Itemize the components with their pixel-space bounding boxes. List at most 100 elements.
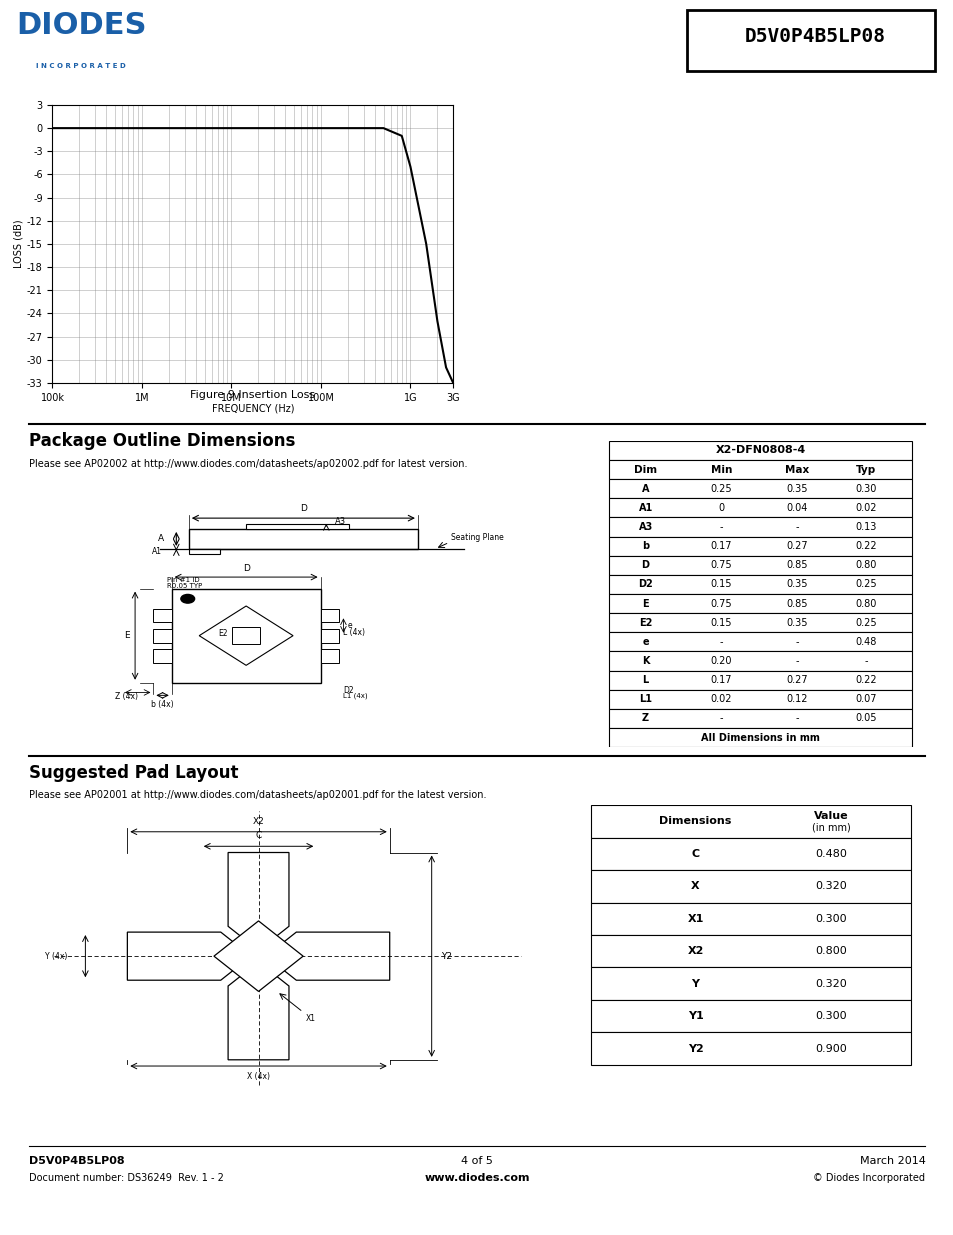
- Text: b: b: [641, 541, 648, 551]
- Text: X: X: [691, 882, 700, 892]
- Text: X1: X1: [687, 914, 703, 924]
- Text: L1 (4x): L1 (4x): [343, 693, 368, 699]
- Text: 4 of 5: 4 of 5: [460, 1156, 493, 1166]
- Bar: [609, 671, 911, 689]
- X-axis label: FREQUENCY (Hz): FREQUENCY (Hz): [212, 404, 294, 414]
- Text: -: -: [719, 637, 722, 647]
- Text: A1: A1: [152, 547, 162, 556]
- Text: 0.35: 0.35: [785, 618, 807, 627]
- Text: Seating Plane: Seating Plane: [451, 532, 503, 542]
- Text: E: E: [124, 631, 130, 640]
- Bar: [609, 479, 911, 498]
- Text: (in mm): (in mm): [811, 823, 850, 832]
- Text: 0.05: 0.05: [855, 714, 876, 724]
- Text: X2-DFN0808-4: X2-DFN0808-4: [715, 446, 805, 456]
- FancyBboxPatch shape: [686, 10, 934, 70]
- Text: © Diodes Incorporated: © Diodes Incorporated: [813, 1173, 924, 1183]
- Text: 0.320: 0.320: [815, 882, 846, 892]
- Text: 0.22: 0.22: [855, 541, 876, 551]
- Text: D5V0P4B5LP08: D5V0P4B5LP08: [29, 1156, 124, 1166]
- Bar: [609, 459, 911, 479]
- Bar: [609, 652, 911, 671]
- Text: -: -: [719, 522, 722, 532]
- Text: D2: D2: [343, 685, 354, 694]
- Text: -: -: [795, 522, 798, 532]
- Text: K: K: [641, 656, 649, 666]
- Text: X (4x): X (4x): [247, 1072, 270, 1082]
- Text: K: K: [252, 629, 257, 637]
- Text: Z: Z: [641, 714, 648, 724]
- Text: E2: E2: [639, 618, 652, 627]
- Bar: [609, 613, 911, 632]
- Text: 0.25: 0.25: [855, 579, 876, 589]
- Bar: [609, 536, 911, 556]
- Bar: [609, 689, 911, 709]
- Text: A3: A3: [638, 522, 652, 532]
- Text: Y2: Y2: [440, 952, 452, 961]
- Text: 0.75: 0.75: [710, 599, 731, 609]
- Bar: [153, 629, 172, 642]
- Text: 0.04: 0.04: [785, 503, 807, 513]
- Text: D2: D2: [638, 579, 652, 589]
- Text: 0.13: 0.13: [855, 522, 876, 532]
- Text: A: A: [641, 484, 649, 494]
- Bar: [609, 727, 911, 747]
- Text: -: -: [719, 714, 722, 724]
- Bar: [591, 1032, 910, 1065]
- Text: A: A: [158, 535, 164, 543]
- Text: www.diodes.com: www.diodes.com: [424, 1173, 529, 1183]
- Text: Y1: Y1: [687, 1011, 702, 1021]
- Text: 0.22: 0.22: [855, 676, 876, 685]
- Bar: [153, 650, 172, 663]
- Bar: [591, 1000, 910, 1032]
- Text: 0.25: 0.25: [710, 484, 731, 494]
- Bar: [591, 967, 910, 1000]
- Text: Dimensions: Dimensions: [659, 816, 731, 826]
- Text: Please see AP02001 at http://www.diodes.com/datasheets/ap02001.pdf for the lates: Please see AP02001 at http://www.diodes.…: [29, 790, 486, 800]
- Text: Y: Y: [691, 978, 699, 989]
- Bar: [246, 524, 349, 529]
- Text: 0.300: 0.300: [815, 1011, 846, 1021]
- Text: 0.17: 0.17: [710, 541, 731, 551]
- Y-axis label: LOSS (dB): LOSS (dB): [14, 220, 24, 268]
- Text: L (4x): L (4x): [343, 629, 365, 637]
- Bar: [189, 529, 417, 548]
- Bar: [609, 632, 911, 652]
- Bar: [609, 498, 911, 517]
- Text: -: -: [795, 656, 798, 666]
- Text: Package Outline Dimensions: Package Outline Dimensions: [29, 432, 294, 451]
- Text: 0.30: 0.30: [855, 484, 876, 494]
- Text: -: -: [863, 656, 867, 666]
- Bar: [609, 709, 911, 727]
- Text: C: C: [691, 848, 699, 858]
- Text: -: -: [795, 714, 798, 724]
- Text: 0.300: 0.300: [815, 914, 846, 924]
- Bar: [189, 548, 220, 553]
- Bar: [609, 441, 911, 459]
- Text: Y (4x): Y (4x): [46, 952, 68, 961]
- Bar: [591, 837, 910, 871]
- Text: D5V0P4B5LP08: D5V0P4B5LP08: [744, 27, 885, 46]
- Text: 0.07: 0.07: [855, 694, 876, 704]
- Text: Min: Min: [710, 464, 731, 474]
- Text: b (4x): b (4x): [152, 700, 173, 709]
- Text: R0.05 TYP: R0.05 TYP: [167, 583, 202, 589]
- Text: L1: L1: [639, 694, 652, 704]
- Text: 0: 0: [718, 503, 723, 513]
- Text: A3: A3: [335, 516, 346, 526]
- Bar: [320, 609, 338, 622]
- Text: 0.80: 0.80: [855, 561, 876, 571]
- Text: Z (4x): Z (4x): [115, 692, 138, 700]
- Bar: [591, 871, 910, 903]
- Text: 0.75: 0.75: [710, 561, 731, 571]
- Text: 0.85: 0.85: [785, 561, 807, 571]
- Text: X2: X2: [253, 816, 264, 825]
- Text: A1: A1: [638, 503, 652, 513]
- Text: E: E: [641, 599, 648, 609]
- Text: 0.800: 0.800: [815, 946, 846, 956]
- Bar: [591, 903, 910, 935]
- Text: Y2: Y2: [687, 1044, 702, 1053]
- Bar: [320, 629, 338, 642]
- Text: Figure 9 Insertion Loss: Figure 9 Insertion Loss: [190, 390, 315, 400]
- Text: 0.85: 0.85: [785, 599, 807, 609]
